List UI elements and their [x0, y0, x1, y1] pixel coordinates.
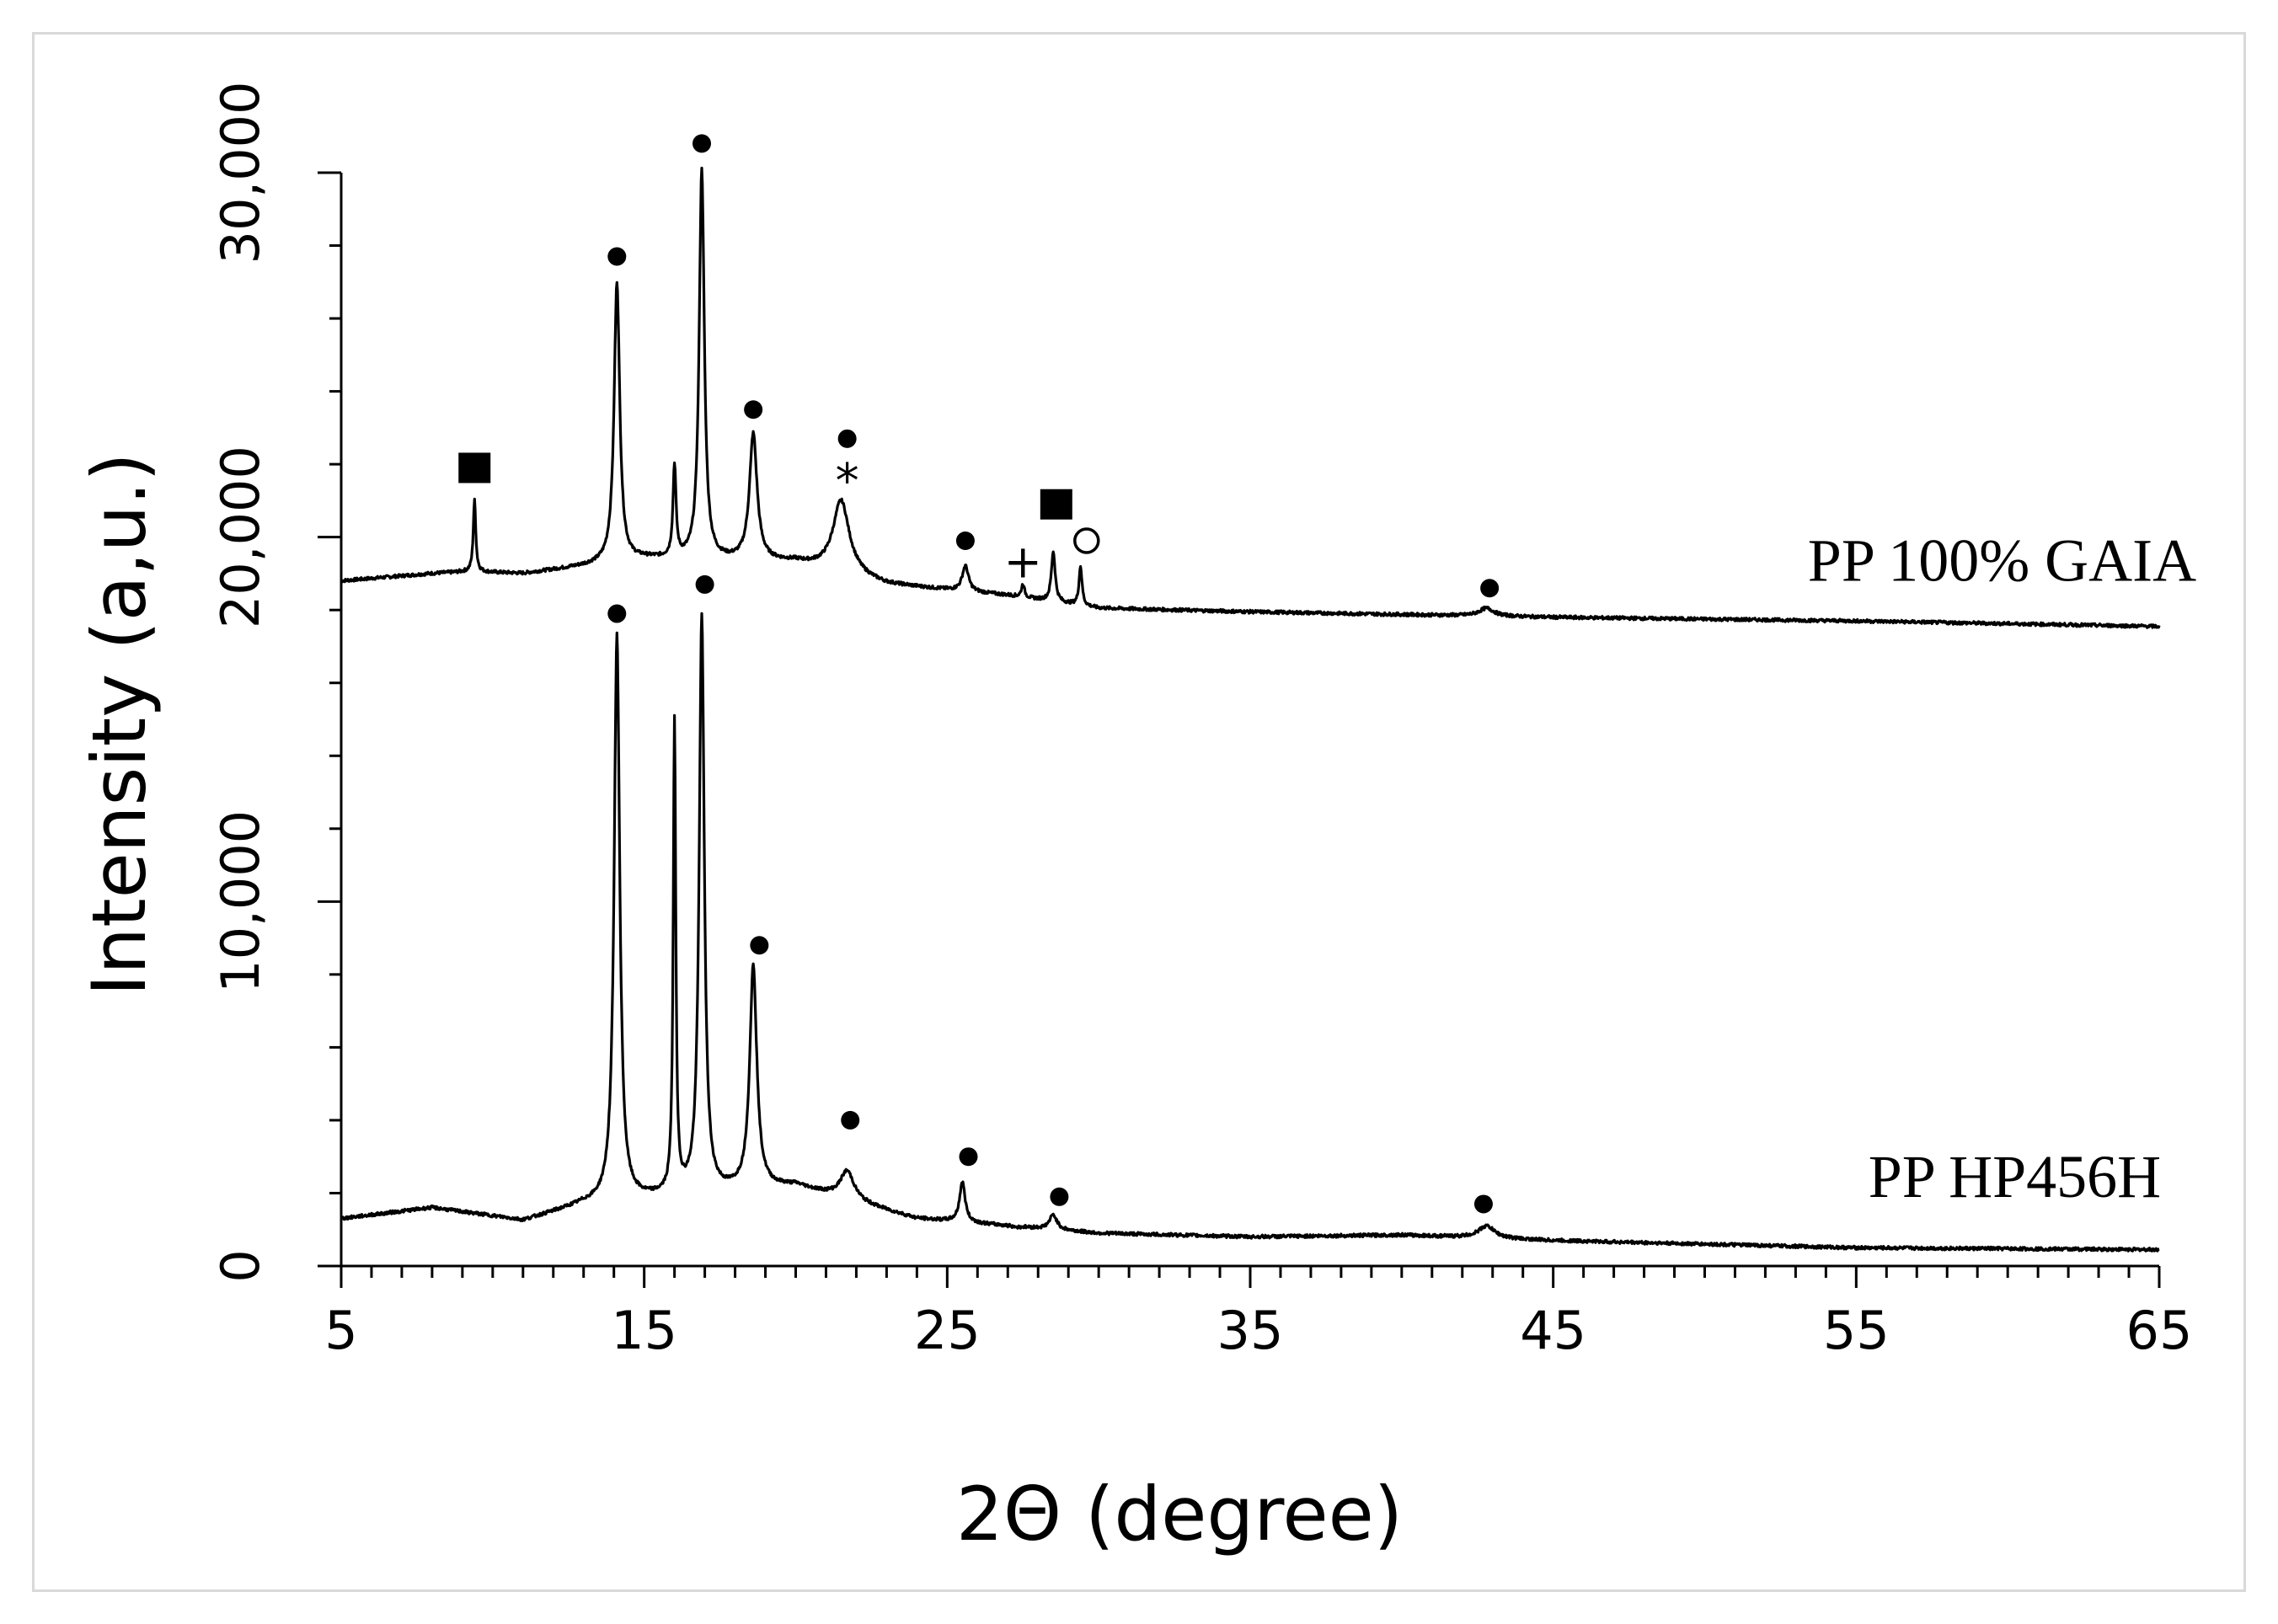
series-label: PP HP456H [1869, 1143, 2161, 1210]
y-axis-title: Intensity (a,u.) [76, 452, 163, 996]
y-tick-label: 10,000 [210, 810, 271, 993]
series-label: PP 100% GAIA [1808, 527, 2196, 595]
peak-marker-dagger: + [1004, 536, 1042, 589]
axes: 5 15 25 35 45 55 65 0 10,000 20,000 30,000 [210, 82, 2192, 1361]
peak-marker-square [1040, 489, 1072, 520]
x-tick-label: 15 [611, 1300, 677, 1361]
x-tick-label: 45 [1520, 1300, 1586, 1361]
peak-marker-dot [692, 134, 712, 153]
peak-marker-dot [607, 247, 627, 266]
peak-marker-dot [1480, 579, 1500, 598]
x-tick-label: 55 [1823, 1300, 1890, 1361]
series-line-1 [340, 612, 2160, 1253]
peak-marker-dot [750, 936, 769, 955]
peak-marker-dot [837, 429, 857, 448]
peak-marker-dot [695, 574, 714, 594]
peak-marker-dot [959, 1147, 978, 1167]
series-layer [340, 166, 2161, 1253]
peak-marker-dot [607, 604, 627, 623]
y-tick-label: 20,000 [210, 446, 271, 628]
peak-marker-open-circle [1073, 527, 1100, 554]
peak-marker-dot [1473, 1194, 1493, 1214]
x-tick-label: 25 [914, 1300, 981, 1361]
peak-marker-dot [955, 531, 975, 550]
x-axis-title: 2Θ (degree) [956, 1471, 1403, 1557]
figure-frame [32, 32, 2246, 1592]
peak-marker-dot [744, 400, 763, 419]
labels-layer: PP 100% GAIA PP HP456H [1808, 527, 2196, 1210]
y-tick-label: 0 [210, 1249, 271, 1282]
x-tick-label: 35 [1217, 1300, 1284, 1361]
x-tick-label: 65 [2126, 1300, 2193, 1361]
y-tick-label: 30,000 [210, 82, 271, 264]
peak-marker-dot [1050, 1187, 1069, 1206]
peak-marker-asterisk: * [836, 454, 859, 509]
series-line-0 [340, 166, 2161, 629]
peak-marker-dot [841, 1110, 860, 1130]
x-tick-label: 5 [324, 1300, 357, 1361]
peak-marker-square [458, 452, 491, 483]
marker-layer: *+ [458, 134, 1500, 1214]
